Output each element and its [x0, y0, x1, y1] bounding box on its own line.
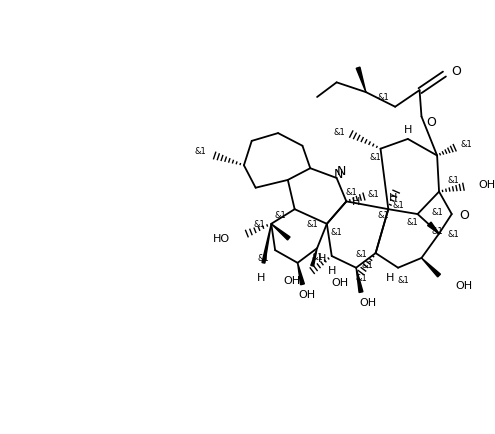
Text: &1: &1 — [346, 187, 357, 197]
Polygon shape — [311, 249, 317, 266]
Text: O: O — [459, 208, 469, 221]
Text: &1: &1 — [355, 273, 367, 283]
Text: H: H — [257, 273, 266, 283]
Text: N: N — [337, 164, 346, 177]
Text: &1: &1 — [368, 190, 380, 199]
Polygon shape — [356, 68, 366, 93]
Text: O: O — [451, 65, 461, 78]
Polygon shape — [271, 224, 290, 240]
Text: &1: &1 — [355, 249, 367, 258]
Text: &1: &1 — [397, 275, 409, 284]
Polygon shape — [262, 224, 271, 263]
Text: H: H — [389, 193, 397, 203]
Polygon shape — [356, 268, 363, 293]
Text: &1: &1 — [274, 210, 286, 219]
Text: OH: OH — [455, 281, 473, 291]
Text: &1: &1 — [331, 227, 343, 237]
Text: &1: &1 — [194, 147, 206, 156]
Text: &1: &1 — [431, 207, 443, 216]
Text: N: N — [334, 167, 343, 180]
Text: O: O — [426, 115, 436, 128]
Text: &1: &1 — [378, 93, 390, 102]
Text: OH: OH — [299, 289, 316, 299]
Text: &1: &1 — [378, 210, 390, 219]
Text: &1: &1 — [253, 220, 265, 229]
Polygon shape — [297, 263, 304, 285]
Text: &1: &1 — [407, 218, 419, 227]
Text: &1: &1 — [362, 261, 374, 270]
Polygon shape — [428, 223, 439, 234]
Text: &1: &1 — [448, 176, 459, 185]
Text: H: H — [403, 125, 412, 135]
Text: &1: &1 — [370, 153, 382, 161]
Text: &1: &1 — [431, 227, 443, 236]
Text: OH: OH — [478, 179, 495, 189]
Text: H: H — [318, 253, 326, 263]
Text: &1: &1 — [257, 254, 269, 263]
Text: HO: HO — [213, 234, 230, 244]
Text: &1: &1 — [311, 252, 323, 261]
Text: H: H — [386, 273, 395, 283]
Text: &1: &1 — [392, 201, 404, 209]
Text: OH: OH — [283, 276, 300, 286]
Text: &1: &1 — [460, 140, 472, 149]
Text: H: H — [352, 197, 360, 207]
Text: H: H — [328, 265, 336, 275]
Text: OH: OH — [331, 278, 348, 288]
Text: OH: OH — [359, 297, 376, 307]
Text: &1: &1 — [448, 230, 459, 239]
Text: &1: &1 — [306, 220, 318, 229]
Text: &1: &1 — [334, 127, 346, 136]
Polygon shape — [422, 258, 441, 277]
